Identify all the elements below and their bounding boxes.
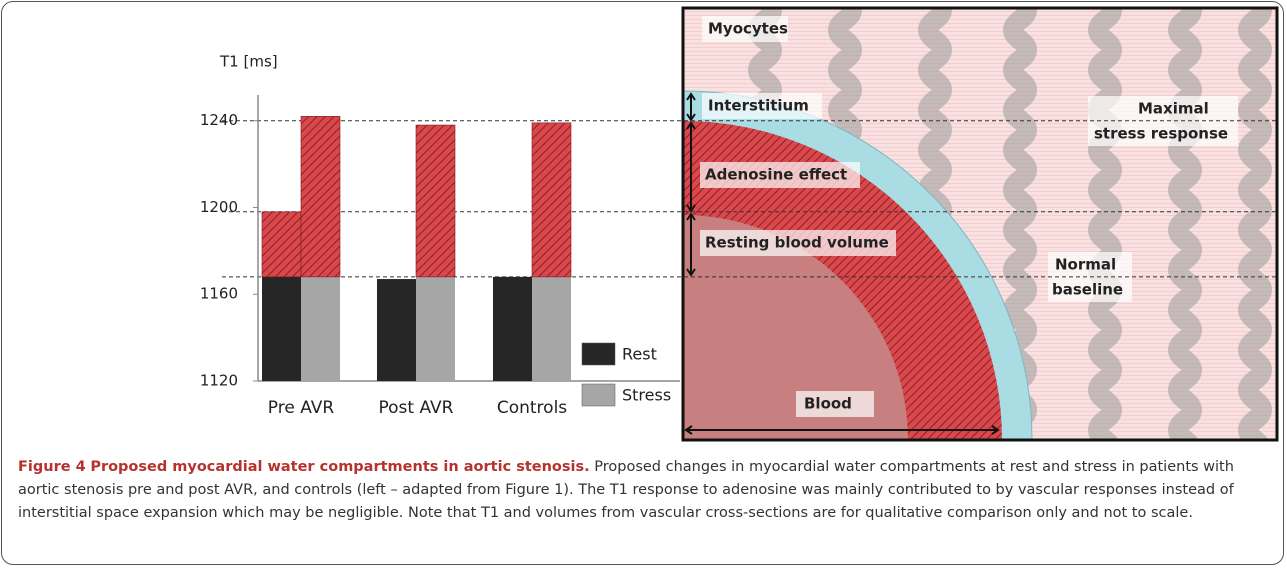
bar <box>532 276 571 381</box>
y-axis-title: T1 [ms] <box>219 53 278 71</box>
label: Myocytes <box>708 20 788 38</box>
x-tick-label: Controls <box>497 398 567 418</box>
caption-title: Proposed myocardial water compartments i… <box>90 459 590 475</box>
bar <box>415 124 456 278</box>
label: Resting blood volume <box>705 234 889 252</box>
y-tick-label: 1120 <box>200 372 238 390</box>
legend-swatch <box>581 383 616 407</box>
label: Adenosine effect <box>705 166 847 184</box>
label-backgrounds <box>700 16 1238 417</box>
arrows <box>684 92 1000 435</box>
bar <box>531 122 572 278</box>
caption-label: Figure 4 <box>18 459 86 475</box>
x-tick-label: Pre AVR <box>268 398 335 418</box>
myocyte-stripe <box>1238 8 1272 440</box>
label: Blood <box>804 395 852 413</box>
y-tick-label: 1240 <box>200 111 238 129</box>
diagram-border <box>681 6 1279 442</box>
caption: Figure 4 Proposed myocardial water compa… <box>18 456 1268 525</box>
y-tick-label: 1160 <box>200 285 238 303</box>
label: Interstitium <box>708 97 809 115</box>
bar <box>300 116 341 278</box>
myocyte-stripe <box>1168 8 1202 440</box>
bar <box>262 276 301 381</box>
y-tick-label: 1200 <box>200 198 238 216</box>
myocyte-stripe <box>1088 8 1122 440</box>
bar <box>416 276 455 381</box>
label: baseline <box>1052 281 1123 299</box>
resting-blood <box>683 215 908 440</box>
x-tick-label: Post AVR <box>379 398 454 418</box>
legend-swatch <box>581 342 616 366</box>
bar <box>377 279 416 381</box>
legend-label: Rest <box>622 345 657 364</box>
figure-graphics: Myocytes Interstitium Maximal stress res… <box>200 6 1279 442</box>
caption-text: Proposed changes in myocardial water com… <box>18 459 1234 521</box>
bar <box>493 276 532 381</box>
label: stress response <box>1094 125 1228 143</box>
bar <box>301 276 340 381</box>
bar <box>261 211 302 278</box>
diagram <box>683 8 1277 440</box>
label: Maximal <box>1138 100 1209 118</box>
label: Normal <box>1055 256 1116 274</box>
legend-label: Stress <box>622 386 671 405</box>
